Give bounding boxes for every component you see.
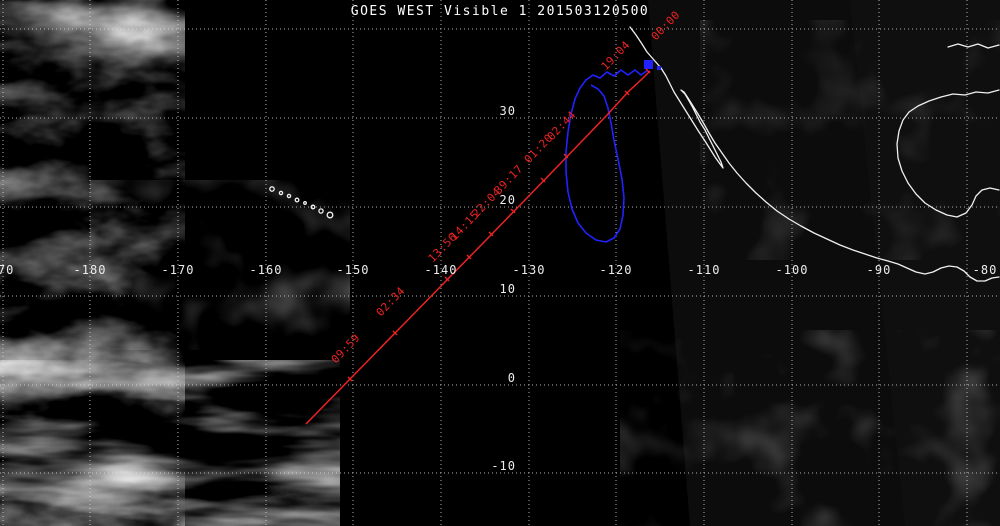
lon-label: -150	[336, 263, 370, 277]
lat-label: 30	[499, 104, 516, 118]
latitude-gridlines	[0, 28, 1000, 474]
image-title: GOES WEST Visible 1 201503120500	[350, 4, 650, 19]
cloud-faint-mid	[90, 180, 350, 350]
lon-label: -180	[73, 263, 107, 277]
blue-marker-small	[657, 66, 661, 70]
coast-gulf-of-mexico	[896, 89, 1000, 218]
lon-label: -110	[687, 263, 721, 277]
red-track-ticks	[347, 68, 651, 382]
lon-label: -170	[161, 263, 195, 277]
blue-marker-square	[644, 60, 653, 69]
land-texture-right	[700, 20, 1000, 260]
lat-label: -10	[491, 459, 516, 473]
blue-track-line	[565, 69, 649, 243]
red-trajectory	[305, 68, 651, 425]
red-track-line	[305, 70, 651, 425]
hawaii-islands	[269, 186, 334, 219]
lat-label: 10	[499, 282, 516, 296]
lon-label: -120	[599, 263, 633, 277]
lat-label: 20	[499, 193, 516, 207]
cloud-faint-bottom-right	[620, 330, 1000, 526]
lon-label: -130	[512, 263, 546, 277]
lon-label: -140	[424, 263, 458, 277]
lon-label: -80	[972, 263, 998, 277]
coast-top-right	[947, 43, 1000, 49]
lon-label: -90	[866, 263, 892, 277]
coast-west-north-america	[629, 26, 1000, 282]
blue-trajectory	[565, 60, 661, 243]
lon-label: -160	[249, 263, 283, 277]
lat-label: 0	[507, 371, 516, 385]
lon-label: 170	[0, 263, 15, 277]
lon-label: -100	[775, 263, 809, 277]
cloud-streaks-bottom-left	[0, 360, 340, 526]
coastline-layer	[269, 26, 1000, 282]
